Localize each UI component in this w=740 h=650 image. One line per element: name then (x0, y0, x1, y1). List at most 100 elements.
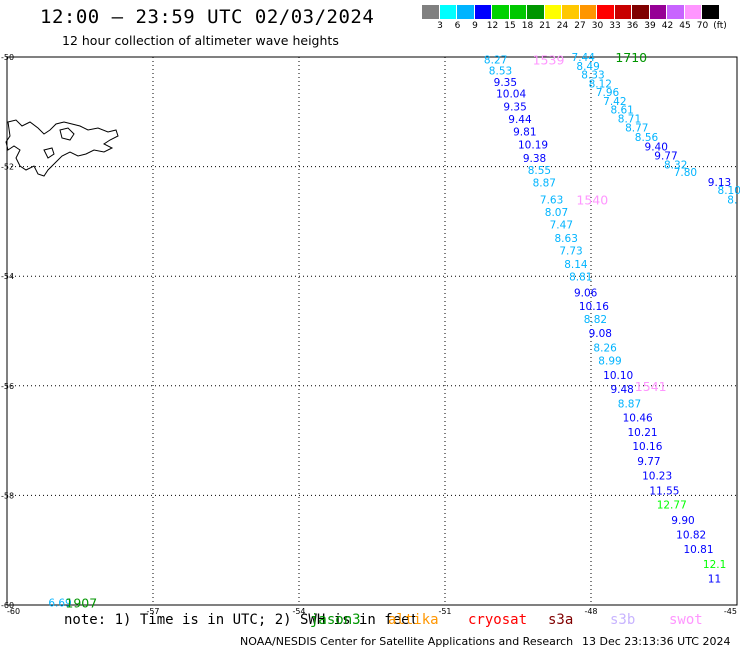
x-tick-label: -45 (724, 607, 737, 616)
swh-value-label: 8.14 (564, 259, 588, 271)
colorbar-label: 42 (661, 21, 674, 31)
swh-value-label: 8.99 (598, 356, 621, 368)
colorbar-swatch (527, 5, 545, 19)
colorbar-swatch (614, 5, 632, 19)
colorbar-label: 70 (696, 21, 709, 31)
swh-value-label: 9.77 (654, 151, 677, 163)
colorbar-swatch (702, 5, 720, 19)
colorbar-swatch (597, 5, 615, 19)
swh-value-label: 8.71 (618, 113, 641, 125)
colorbar-swatch (492, 5, 510, 19)
swh-value-label: 9.40 (645, 141, 668, 153)
colorbar-label: 6 (454, 21, 461, 31)
colorbar-label: 33 (609, 21, 621, 31)
chart-title: 12:00 — 23:59 UTC 02/03/2024 (40, 6, 375, 28)
pass-time-label: 1539 (533, 53, 565, 68)
swh-value-label: 8.82 (584, 314, 607, 326)
pass-time-label: 1907 (65, 595, 97, 610)
footer-note: note: 1) Time is in UTC; 2) SWH is in fe… (64, 612, 419, 628)
swh-value-label: 9.38 (523, 153, 546, 165)
colorbar-swatch (457, 5, 475, 19)
swh-value-label: 8. (727, 194, 737, 206)
y-tick-label: -50 (1, 53, 14, 62)
swh-value-label: 11 (708, 574, 721, 586)
swh-value-label: 8.49 (576, 61, 599, 73)
colorbar-swatch (509, 5, 527, 19)
swh-value-label: 8.87 (618, 398, 641, 410)
swh-value-label: 7.96 (596, 87, 620, 99)
satellite-altika: altika (388, 612, 439, 628)
swh-value-label: 9.08 (589, 328, 612, 340)
swh-value-label: 7.44 (572, 52, 596, 64)
swh-value-label: 7.73 (559, 245, 582, 257)
y-tick-label: -52 (1, 163, 14, 172)
swh-value-label: 7.63 (540, 194, 563, 206)
y-tick-label: -56 (1, 382, 14, 391)
swh-value-label: 8.27 (484, 55, 507, 67)
y-tick-label: -60 (1, 601, 14, 610)
swh-value-label: 9.44 (508, 114, 532, 126)
colorbar-label: (ft) (713, 21, 727, 31)
swh-value-label: 9.48 (610, 384, 633, 396)
swh-value-label: 10.81 (683, 544, 713, 556)
swh-value-label: 8.56 (635, 132, 659, 144)
pass-time-label: 1541 (635, 379, 667, 394)
colorbar-swatch (562, 5, 580, 19)
swh-value-label: 10.46 (623, 413, 653, 425)
plot-frame (6, 56, 738, 606)
colorbar-label: 39 (644, 21, 656, 31)
x-tick-label: -60 (7, 607, 20, 616)
swh-value-label: 7.42 (603, 96, 626, 108)
colorbar-swatch (649, 5, 667, 19)
swh-value-label: 10.04 (496, 89, 526, 101)
swh-value-label: 10.82 (676, 529, 706, 541)
swh-value-label: 8.26 (593, 342, 617, 354)
swh-value-label: 12.1 (703, 559, 726, 571)
swh-value-label: 7.80 (674, 167, 697, 179)
swh-value-label: 10.23 (642, 471, 672, 483)
swh-value-label: 8.81 (569, 272, 592, 284)
swh-value-label: 8.53 (489, 66, 512, 78)
swh-value-label: 12.77 (657, 500, 687, 512)
colorbar-swatch (684, 5, 702, 19)
swh-value-label: 9.81 (513, 127, 536, 139)
colorbar-label: 30 (591, 21, 604, 31)
swh-value-label: 8.07 (545, 207, 568, 219)
x-tick-label: -51 (438, 607, 451, 616)
pass-time-label: 1540 (576, 192, 608, 207)
swh-value-label: 10.21 (628, 427, 658, 439)
swh-value-label: 8.10 (718, 185, 740, 197)
colorbar-swatch (422, 5, 440, 19)
colorbar-label: 27 (574, 21, 586, 31)
colorbar (422, 5, 720, 19)
coastline-islet (43, 147, 55, 159)
x-tick-label: -54 (292, 607, 305, 616)
y-tick-label: -58 (1, 491, 14, 500)
swh-value-label: 9.35 (494, 77, 517, 89)
coastline-islet (59, 127, 75, 141)
swh-value-label: 8.55 (528, 165, 551, 177)
satellite-jason3: jason3 (310, 612, 361, 628)
colorbar-label: 3 (437, 21, 443, 31)
colorbar-label: 45 (679, 21, 691, 31)
colorbar-swatch (439, 5, 457, 19)
swh-value-label: 6.69 (48, 597, 71, 609)
colorbar-label: 9 (472, 21, 478, 31)
colorbar-label: 24 (556, 21, 569, 31)
satellite-s3b: s3b (610, 612, 636, 628)
swh-value-label: 8.63 (555, 233, 578, 245)
coastline-islands (5, 119, 119, 177)
swh-value-label: 11.55 (649, 485, 679, 497)
swh-value-label: 8.33 (581, 70, 604, 82)
swh-value-label: 9.13 (708, 177, 731, 189)
satellite-cryosat: cryosat (468, 612, 528, 628)
swh-value-label: 9.77 (637, 456, 660, 468)
chart-subtitle: 12 hour collection of altimeter wave hei… (62, 33, 339, 48)
colorbar-label: 36 (626, 21, 639, 31)
swh-value-label: 8.77 (625, 123, 648, 135)
colorbar-swatch (667, 5, 685, 19)
swh-value-label: 10.16 (579, 301, 609, 313)
x-tick-label: -48 (584, 607, 597, 616)
swh-value-label: 10.16 (632, 441, 662, 453)
